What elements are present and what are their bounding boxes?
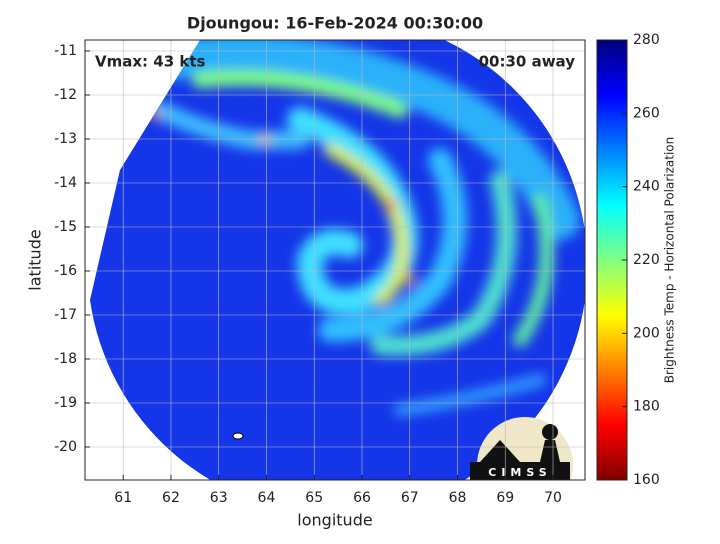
y-tick-label: -16 — [54, 263, 77, 279]
colorbar-tick-label: 260 — [633, 105, 660, 121]
x-tick-label: 70 — [544, 490, 562, 506]
satellite-field: CIMSS — [90, 40, 585, 480]
plot-frame — [84, 39, 586, 481]
colorbar-tick-label: 220 — [633, 252, 660, 268]
colorbar-tick-label: 240 — [633, 179, 660, 195]
y-tick-label: -11 — [54, 43, 77, 59]
y-tick-label: -15 — [54, 219, 77, 235]
x-tick-label: 62 — [162, 490, 180, 506]
y-tick-label: -18 — [54, 351, 77, 367]
y-tick-label: -14 — [54, 175, 77, 191]
y-tick-label: -12 — [54, 87, 77, 103]
logo-text: CIMSS — [488, 466, 551, 479]
logo: CIMSS — [470, 417, 573, 480]
x-tick-label: 63 — [210, 490, 228, 506]
x-tick-label: 65 — [305, 490, 323, 506]
colorbar-tick-label: 200 — [633, 325, 660, 341]
x-tick-label: 69 — [496, 490, 514, 506]
annotation: Vmax: 43 kts — [95, 53, 205, 71]
colorbar-tick-label: 180 — [633, 399, 660, 415]
colorbar-tick-label: 160 — [633, 472, 660, 488]
x-axis-label: longitude — [297, 511, 372, 530]
y-axis-label: latitude — [26, 229, 45, 290]
chart-title: Djoungou: 16-Feb-2024 00:30:00 — [187, 14, 483, 33]
x-tick-label: 68 — [449, 490, 467, 506]
x-tick-label: 61 — [114, 490, 132, 506]
y-tick-label: -19 — [54, 395, 77, 411]
colorbar-label: Brightness Temp - Horizontal Polarizatio… — [663, 137, 677, 384]
colorbar-tick-label: 280 — [633, 32, 660, 48]
y-tick-label: -20 — [54, 439, 77, 455]
x-tick-label: 67 — [401, 490, 419, 506]
annotation: 00:30 away — [479, 53, 576, 71]
y-tick-label: -17 — [54, 307, 77, 323]
x-tick-label: 64 — [258, 490, 276, 506]
y-tick-label: -13 — [54, 131, 77, 147]
x-tick-label: 66 — [353, 490, 371, 506]
